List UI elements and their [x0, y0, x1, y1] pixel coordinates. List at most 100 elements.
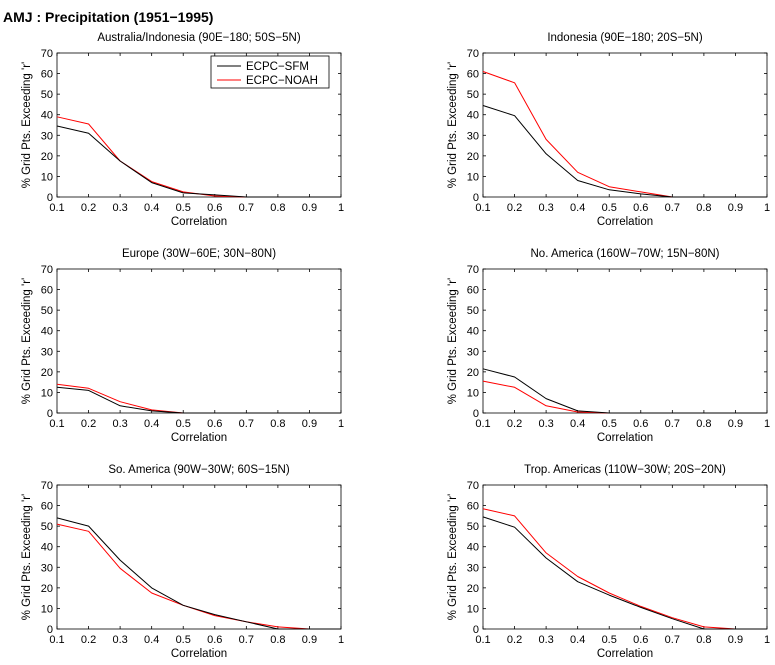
y-tick-label: 30 [467, 130, 479, 142]
plot-frame [56, 52, 342, 198]
series-line-sfm [482, 368, 767, 414]
x-tick-label: 0.2 [507, 202, 522, 214]
x-tick-label: 0.4 [570, 418, 585, 430]
y-axis-label: % Grid Pts. Exceeding 'r' [447, 494, 459, 620]
x-tick-label: 0.1 [49, 202, 64, 214]
y-tick-label: 50 [467, 89, 479, 101]
x-tick-label: 0.1 [475, 202, 490, 214]
chart-panel-5: 0.1 0.2 0.3 0.4 0.5 0.6 0.7 0.8 0.9 1010203040506… [21, 464, 344, 660]
chart-title: Europe (30W−60E; 30N−80N) [122, 248, 276, 260]
x-tick-label: 0.5 [176, 418, 191, 430]
x-tick-label: 0.5 [176, 634, 191, 646]
y-tick-label: 10 [467, 603, 479, 615]
series-line-noah [482, 508, 767, 630]
series-line-noah [56, 116, 341, 198]
legend-label-sfm: ECPC−SFM [246, 61, 309, 73]
x-axis-label: Correlation [597, 648, 653, 660]
legend-box [210, 55, 330, 89]
chart-panel-4: 0.1 0.2 0.3 0.4 0.5 0.6 0.7 0.8 0.9 1010203040506… [447, 248, 770, 444]
x-tick-label: 0.8 [270, 634, 285, 646]
plot-frame [482, 52, 768, 198]
x-tick-label: 0.8 [270, 418, 285, 430]
y-tick-label: 10 [467, 171, 479, 183]
y-tick-label: 70 [467, 264, 479, 276]
y-tick-label: 60 [41, 501, 53, 513]
chart-title: Indonesia (90E−180; 20S−5N) [547, 32, 703, 44]
chart-title: Australia/Indonesia (90E−180; 50S−5N) [97, 32, 300, 44]
x-tick-label: 0.7 [665, 202, 680, 214]
chart-panel-3: 0.1 0.2 0.3 0.4 0.5 0.6 0.7 0.8 0.9 1010203040506… [21, 248, 344, 444]
x-tick-label: 0.4 [570, 634, 585, 646]
chart-panel-2: 0.1 0.2 0.3 0.4 0.5 0.6 0.7 0.8 0.9 1010203040506… [447, 32, 770, 228]
y-tick-label: 10 [41, 171, 53, 183]
y-tick-label: 0 [473, 408, 479, 420]
y-tick-label: 30 [41, 562, 53, 574]
x-tick-label: 0.6 [207, 202, 222, 214]
x-tick-label: 0.9 [728, 202, 743, 214]
x-tick-label: 1 [764, 418, 770, 430]
x-tick-label: 0.6 [207, 634, 222, 646]
x-tick-label: 0.3 [538, 418, 553, 430]
y-tick-label: 70 [467, 48, 479, 60]
x-tick-label: 0.6 [633, 202, 648, 214]
x-tick-label: 0.7 [239, 634, 254, 646]
y-tick-label: 40 [467, 542, 479, 554]
y-tick-label: 70 [41, 48, 53, 60]
y-tick-label: 20 [41, 151, 53, 163]
y-tick-label: 0 [47, 624, 53, 636]
y-tick-label: 40 [467, 110, 479, 122]
y-tick-label: 30 [41, 346, 53, 358]
y-tick-label: 70 [41, 480, 53, 492]
x-tick-label: 0.6 [207, 418, 222, 430]
x-tick-label: 0.7 [239, 418, 254, 430]
x-axis-label: Correlation [171, 648, 227, 660]
x-tick-label: 0.9 [728, 418, 743, 430]
x-tick-label: 0.4 [144, 202, 159, 214]
x-tick-label: 0.7 [239, 202, 254, 214]
x-tick-label: 0.3 [538, 202, 553, 214]
x-tick-label: 1 [338, 634, 344, 646]
x-tick-label: 0.1 [475, 634, 490, 646]
y-tick-label: 50 [467, 305, 479, 317]
plot-frame [56, 484, 342, 630]
x-tick-label: 0.9 [302, 418, 317, 430]
chart-title: Trop. Americas (110W−30W; 20S−20N) [524, 464, 726, 476]
series-line-sfm [482, 105, 767, 198]
series-line-noah [482, 71, 767, 198]
y-tick-label: 60 [467, 501, 479, 513]
x-tick-label: 0.5 [602, 418, 617, 430]
x-tick-label: 0.6 [633, 418, 648, 430]
y-tick-label: 20 [467, 583, 479, 595]
y-tick-label: 30 [467, 346, 479, 358]
y-tick-label: 10 [467, 387, 479, 399]
y-tick-label: 0 [473, 624, 479, 636]
series-line-noah [482, 380, 767, 414]
x-tick-label: 0.2 [81, 418, 96, 430]
x-tick-label: 0.2 [81, 634, 96, 646]
y-tick-label: 0 [47, 408, 53, 420]
x-axis-label: Correlation [171, 432, 227, 444]
y-tick-label: 50 [41, 521, 53, 533]
y-tick-label: 0 [473, 192, 479, 204]
x-tick-label: 0.4 [144, 418, 159, 430]
x-tick-label: 0.5 [602, 634, 617, 646]
y-tick-label: 60 [467, 285, 479, 297]
x-tick-label: 0.9 [302, 202, 317, 214]
y-tick-label: 20 [41, 583, 53, 595]
x-tick-label: 0.8 [270, 202, 285, 214]
x-tick-label: 0.3 [112, 202, 127, 214]
series-line-noah [56, 383, 341, 414]
x-tick-label: 0.9 [302, 634, 317, 646]
x-tick-label: 0.2 [507, 634, 522, 646]
x-tick-label: 0.1 [49, 634, 64, 646]
plot-frame [56, 268, 342, 414]
x-tick-label: 0.5 [602, 202, 617, 214]
x-tick-label: 0.2 [507, 418, 522, 430]
series-line-sfm [56, 517, 341, 630]
y-axis-label: % Grid Pts. Exceeding 'r' [21, 278, 33, 404]
y-tick-label: 20 [467, 367, 479, 379]
y-tick-label: 50 [41, 89, 53, 101]
series-line-noah [56, 523, 341, 630]
series-line-sfm [482, 516, 767, 630]
